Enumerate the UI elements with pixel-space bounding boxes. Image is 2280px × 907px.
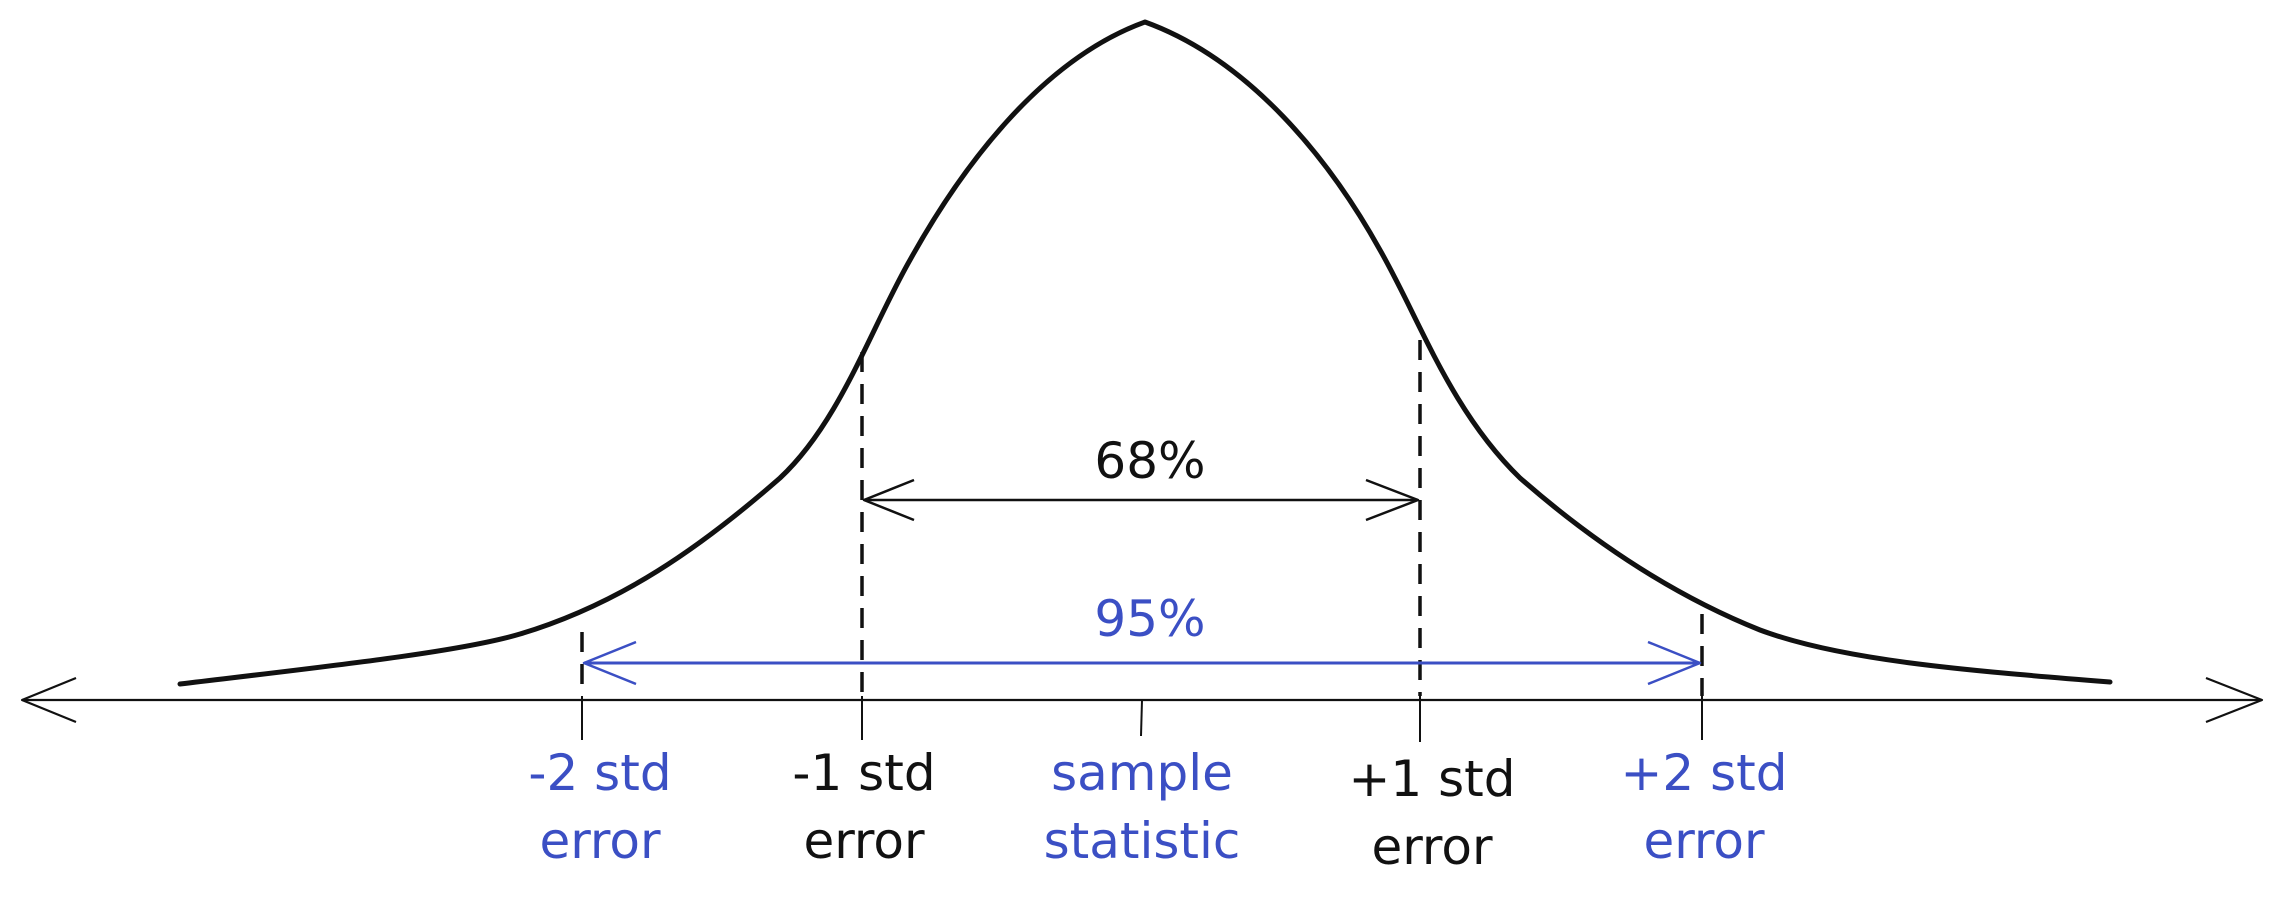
label-sample-statistic: sample statistic	[1044, 744, 1241, 870]
label-plus-1-line2: error	[1371, 818, 1492, 876]
label-plus-1-std-error: +1 std error	[1349, 750, 1516, 876]
label-minus-1-std-error: -1 std error	[792, 744, 935, 870]
label-plus-1-line1: +1 std	[1349, 750, 1516, 808]
interval-68-right-arrowhead	[1365, 478, 1420, 522]
tick-center	[1140, 699, 1143, 737]
axis-labels: -2 std error -1 std error sample statist…	[528, 744, 1787, 876]
label-minus-2-line2: error	[539, 812, 660, 870]
interval-68-label: 68%	[1094, 432, 1205, 490]
interval-95-left-arrowhead	[582, 640, 637, 686]
interval-68: 68%	[862, 432, 1420, 522]
label-plus-2-std-error: +2 std error	[1621, 744, 1788, 870]
label-minus-2-line1: -2 std	[528, 744, 671, 802]
label-minus-1-line1: -1 std	[792, 744, 935, 802]
label-center-line1: sample	[1051, 744, 1233, 802]
interval-95-label: 95%	[1094, 590, 1205, 648]
x-axis-left-arrowhead	[20, 676, 77, 724]
label-minus-2-std-error: -2 std error	[528, 744, 671, 870]
interval-68-left-arrowhead	[862, 478, 915, 522]
label-plus-2-line1: +2 std	[1621, 744, 1788, 802]
label-minus-1-line2: error	[803, 812, 924, 870]
bell-curve	[177, 19, 2113, 687]
axis-ticks	[581, 696, 1703, 742]
interval-95-right-arrowhead	[1647, 640, 1702, 686]
interval-95: 95%	[582, 590, 1702, 686]
dashed-guides	[580, 340, 1704, 696]
x-axis-right-arrowhead	[2205, 676, 2264, 724]
label-plus-2-line2: error	[1643, 812, 1764, 870]
label-center-line2: statistic	[1044, 812, 1241, 870]
